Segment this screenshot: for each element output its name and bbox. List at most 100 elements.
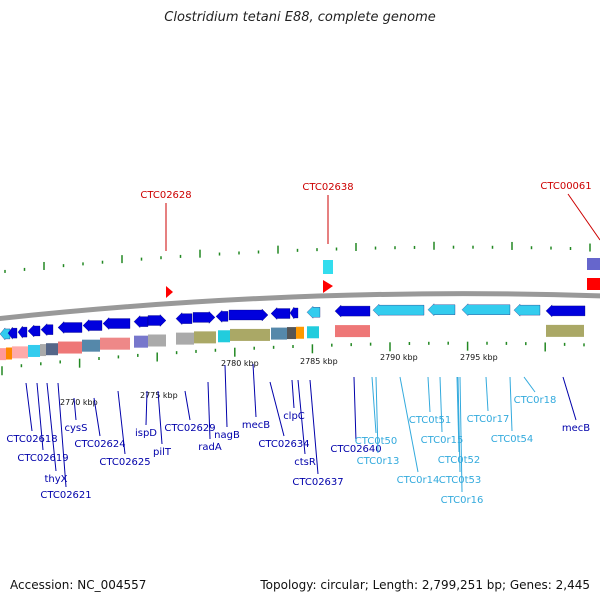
annotation-bar <box>6 347 12 360</box>
gene-leader <box>157 390 163 445</box>
annotation-bar <box>218 330 230 343</box>
gene-label: CTC0t50 <box>355 436 398 447</box>
annotation-bar <box>40 344 46 357</box>
gene-label: mecB <box>242 420 270 431</box>
gene-leader <box>375 376 379 454</box>
scale-label: 2775 kbp <box>140 391 178 400</box>
annotation-bars <box>0 324 584 361</box>
gene-arrow <box>102 317 131 330</box>
gene-label: mecB <box>562 423 590 434</box>
gene-arrow <box>7 326 18 340</box>
gene-leader <box>73 397 77 421</box>
marker-arrow <box>166 286 173 298</box>
accession-text: Accession: NC_004557 <box>10 578 147 592</box>
backbone-arc <box>0 291 600 321</box>
gene-leader <box>117 390 126 455</box>
annotation-bar <box>134 335 148 348</box>
gene-label: CTC02625 <box>99 457 150 468</box>
gene-label: CTC02621 <box>40 490 91 501</box>
gene-leader <box>36 382 44 451</box>
annotation-bar <box>58 341 82 354</box>
gene-arrow <box>27 324 41 338</box>
gene-arrow <box>228 308 269 322</box>
gene-arrow <box>215 310 229 323</box>
marker-block <box>587 258 600 270</box>
gene-leader <box>57 382 67 488</box>
gene-arrow <box>192 311 216 324</box>
gene-arrow <box>372 303 425 317</box>
annotation-bar <box>296 326 304 339</box>
annotation-bar <box>0 348 6 361</box>
gene-leader <box>297 379 306 455</box>
gene-label: CTC0t54 <box>491 434 534 445</box>
gene-leader <box>291 379 295 409</box>
annotation-bar <box>46 343 58 356</box>
gene-leader <box>252 363 257 418</box>
gene-arrow <box>461 303 511 317</box>
gene-arrow <box>147 314 167 327</box>
gene-leader <box>427 376 431 413</box>
gene-arrow <box>334 304 371 318</box>
gene-label: pilT <box>153 447 172 458</box>
gene-label: ctsR <box>294 457 316 468</box>
gene-label: CTC0r17 <box>467 414 510 425</box>
gene-leader <box>485 376 489 412</box>
callout-leader <box>567 193 600 241</box>
gene-label: CTC02640 <box>330 444 381 455</box>
gene-arrow <box>289 306 299 320</box>
tick-row-bottom <box>1 341 585 376</box>
scale-label: 2790 kbp <box>380 353 418 362</box>
gene-arrow <box>175 312 193 326</box>
gene-leader <box>371 376 377 434</box>
map-title: Clostridium tetani E88, complete genome <box>164 10 436 25</box>
gene-leader <box>46 382 57 472</box>
annotation-bar <box>546 324 584 337</box>
gene-leader <box>459 376 463 493</box>
gene-label: clpC <box>283 411 305 422</box>
gene-leader <box>439 376 443 433</box>
gene-leader <box>562 376 577 421</box>
scale-labels: 2770 kbp 2775 kbp 2780 kbp 2785 kbp 2790 kbp… <box>60 353 498 407</box>
gene-arrow <box>133 315 149 329</box>
gene-arrow <box>57 321 83 334</box>
gene-leader <box>523 376 536 393</box>
gene-label: radA <box>198 442 222 453</box>
scale-label: 2785 kbp <box>300 357 338 366</box>
annotation-bar <box>194 331 216 344</box>
gene-label: nagB <box>214 430 240 441</box>
gene-label: CTC02637 <box>292 477 343 488</box>
gene-leader <box>509 376 513 432</box>
gene-leader <box>399 376 419 473</box>
gene-label: CTC02634 <box>258 439 309 450</box>
gene-label: CTC0r15 <box>421 435 464 446</box>
gene-arrow <box>17 325 28 339</box>
scale-label: 2770 kbp <box>60 398 98 407</box>
genome-summary-text: Topology: circular; Length: 2,799,251 bp… <box>260 578 590 592</box>
gene-label: CTC0t52 <box>438 455 481 466</box>
annotation-bar <box>271 327 287 340</box>
gene-leader <box>184 390 191 421</box>
gene-arrow <box>545 304 586 318</box>
annotation-bar <box>230 328 270 341</box>
gene-leader <box>207 381 211 440</box>
gene-leader <box>353 376 357 442</box>
gene-label: CTC0r16 <box>441 495 484 506</box>
annotation-bar <box>100 337 130 350</box>
annotation-bar <box>12 346 28 359</box>
gene-label: CTC0r14 <box>397 475 440 486</box>
top-callouts: CTC02628 CTC02638 CTC00061 <box>140 181 600 298</box>
annotation-bar <box>335 325 370 338</box>
gene-leader <box>269 381 285 437</box>
gene-leader <box>309 379 319 475</box>
gene-label: CTC0t51 <box>409 415 452 426</box>
gene-label: CTC02618 <box>6 434 57 445</box>
gene-label: cysS <box>65 423 88 434</box>
backbone <box>0 291 600 321</box>
annotation-bar <box>82 339 100 352</box>
gene-arrow <box>306 305 321 319</box>
marker-cyan <box>323 260 333 274</box>
gene-label: CTC02624 <box>74 439 125 450</box>
marker-arrow <box>323 280 333 293</box>
gene-arrow <box>82 319 103 332</box>
annotation-bar <box>287 327 296 340</box>
